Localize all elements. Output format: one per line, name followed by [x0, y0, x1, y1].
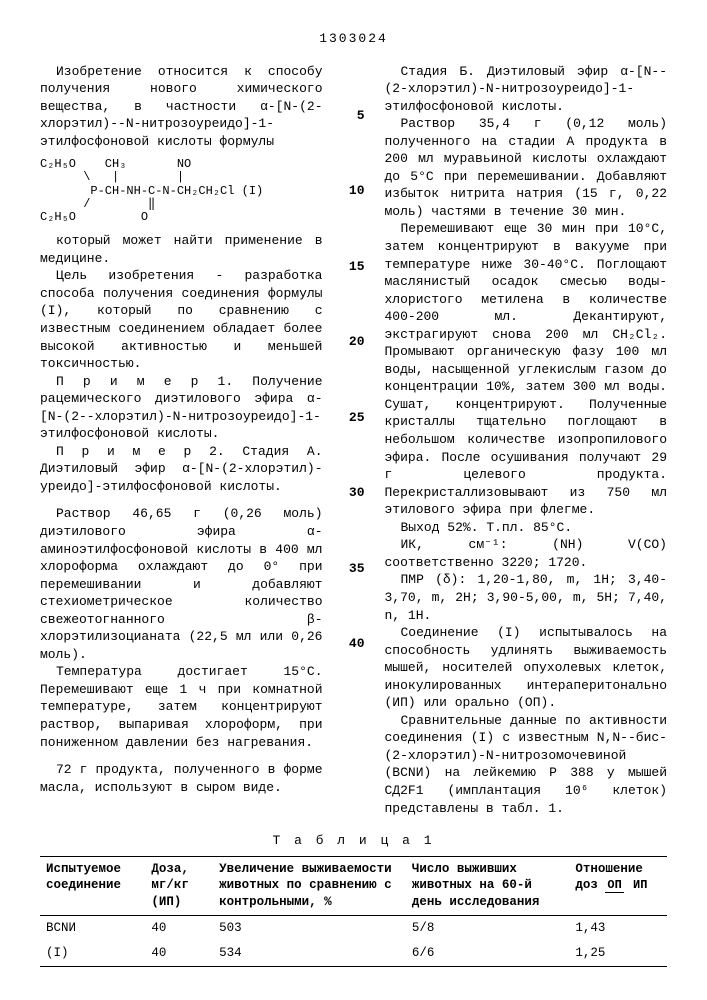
- cell: 503: [213, 916, 406, 941]
- right-column: Стадия Б. Диэтиловый эфир α-[N--(2-хлорэ…: [385, 63, 668, 818]
- line-marker: 20: [343, 333, 365, 351]
- data-table: Испытуемое соединение Доза, мг/кг (ИП) У…: [40, 856, 667, 967]
- cell: 1,43: [569, 916, 667, 941]
- col-header: Отношение доз ОП ИП: [569, 856, 667, 916]
- table-section: Т а б л и ц а 1 Испытуемое соединение До…: [40, 832, 667, 967]
- para: Выход 52%. Т.пл. 85°С.: [385, 519, 668, 537]
- line-marker: 10: [343, 182, 365, 200]
- col-header: Число выживших животных на 60-й день исс…: [406, 856, 570, 916]
- text-columns: Изобретение относится к способу получени…: [40, 63, 667, 818]
- cell: 6/6: [406, 941, 570, 966]
- table-header-row: Испытуемое соединение Доза, мг/кг (ИП) У…: [40, 856, 667, 916]
- cell: BCNИ: [40, 916, 145, 941]
- para: Соединение (I) испытывалось на способнос…: [385, 624, 668, 712]
- line-marker: 5: [343, 107, 365, 125]
- para: 72 г продукта, полученного в форме масла…: [40, 761, 323, 796]
- line-marker: 35: [343, 560, 365, 578]
- line-marker: 15: [343, 258, 365, 276]
- para: Температура достигает 15°С. Перемешивают…: [40, 663, 323, 751]
- para: П р и м е р 2. Стадия А. Диэтиловый эфир…: [40, 443, 323, 496]
- para: Цель изобретения - разработка способа по…: [40, 267, 323, 372]
- ratio-fraction: ОП ИП: [605, 879, 649, 891]
- para: Перемешивают еще 30 мин при 10°С, затем …: [385, 220, 668, 518]
- line-marker: 40: [343, 635, 365, 653]
- para: П р и м е р 1. Получение рацемического д…: [40, 373, 323, 443]
- cell: 40: [145, 941, 213, 966]
- col-header: Испытуемое соединение: [40, 856, 145, 916]
- chemical-formula: C₂H₅O CH₃ NO \ | | P-CH-NH-C-N-CH₂CH₂Cl …: [40, 158, 323, 224]
- para: который может найти применение в медицин…: [40, 232, 323, 267]
- col-header: Увеличение выживаемости животных по срав…: [213, 856, 406, 916]
- cell: (I): [40, 941, 145, 966]
- line-number-gutter: 5 10 15 20 25 30 35 40: [343, 63, 365, 818]
- para: Стадия Б. Диэтиловый эфир α-[N--(2-хлорэ…: [385, 63, 668, 116]
- line-marker: 30: [343, 484, 365, 502]
- para: Сравнительные данные по активности соеди…: [385, 712, 668, 817]
- para: Раствор 35,4 г (0,12 моль) полученного н…: [385, 115, 668, 220]
- cell: 534: [213, 941, 406, 966]
- para: Изобретение относится к способу получени…: [40, 63, 323, 151]
- cell: 40: [145, 916, 213, 941]
- cell: 5/8: [406, 916, 570, 941]
- col-header: Доза, мг/кг (ИП): [145, 856, 213, 916]
- para: ИК, см⁻¹: (NH) V(CO) соответственно 3220…: [385, 536, 668, 571]
- left-column: Изобретение относится к способу получени…: [40, 63, 323, 818]
- table-row: BCNИ 40 503 5/8 1,43: [40, 916, 667, 941]
- page-number: 1303024: [40, 30, 667, 48]
- para: ПМР (δ): 1,20-1,80, m, 1H; 3,40-3,70, m,…: [385, 571, 668, 624]
- table-row: (I) 40 534 6/6 1,25: [40, 941, 667, 966]
- para: Раствор 46,65 г (0,26 моль) диэтилового …: [40, 505, 323, 663]
- line-marker: 25: [343, 409, 365, 427]
- table-title: Т а б л и ц а 1: [40, 832, 667, 850]
- cell: 1,25: [569, 941, 667, 966]
